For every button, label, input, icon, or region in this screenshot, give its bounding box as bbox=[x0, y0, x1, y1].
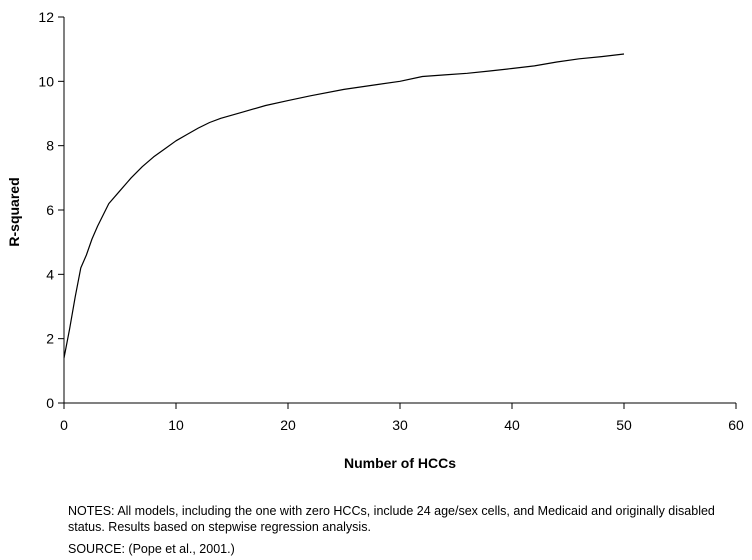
axes bbox=[63, 17, 736, 404]
x-tick-label: 10 bbox=[168, 417, 184, 433]
x-axis-title: Number of HCCs bbox=[344, 455, 456, 471]
y-tick-label: 0 bbox=[46, 395, 54, 411]
y-tick-label: 8 bbox=[46, 138, 54, 154]
y-tick-label: 4 bbox=[46, 266, 54, 282]
chart-source: SOURCE: (Pope et al., 2001.) bbox=[68, 542, 235, 556]
series-line bbox=[63, 53, 625, 359]
chart-notes: NOTES: All models, including the one wit… bbox=[68, 504, 715, 534]
y-tick-label: 2 bbox=[46, 331, 54, 347]
y-tick-label: 10 bbox=[38, 73, 54, 89]
r-squared-chart: 0 2 4 6 8 10 12 0 10 20 30 40 50 60 Number of HCCs R-… bbox=[6, 9, 744, 471]
x-tick-label: 40 bbox=[504, 417, 520, 433]
x-tick-label: 0 bbox=[60, 417, 68, 433]
y-tick-label: 12 bbox=[38, 9, 54, 25]
x-tick-label: 30 bbox=[392, 417, 408, 433]
x-tick-label: 60 bbox=[728, 417, 744, 433]
y-tick-label: 6 bbox=[46, 202, 54, 218]
x-tick-label: 50 bbox=[616, 417, 632, 433]
y-axis-title: R-squared bbox=[6, 177, 22, 246]
x-tick-label: 20 bbox=[280, 417, 296, 433]
series-group bbox=[63, 53, 625, 359]
ticks: 0 2 4 6 8 10 12 0 10 20 30 40 50 60 bbox=[38, 9, 744, 433]
